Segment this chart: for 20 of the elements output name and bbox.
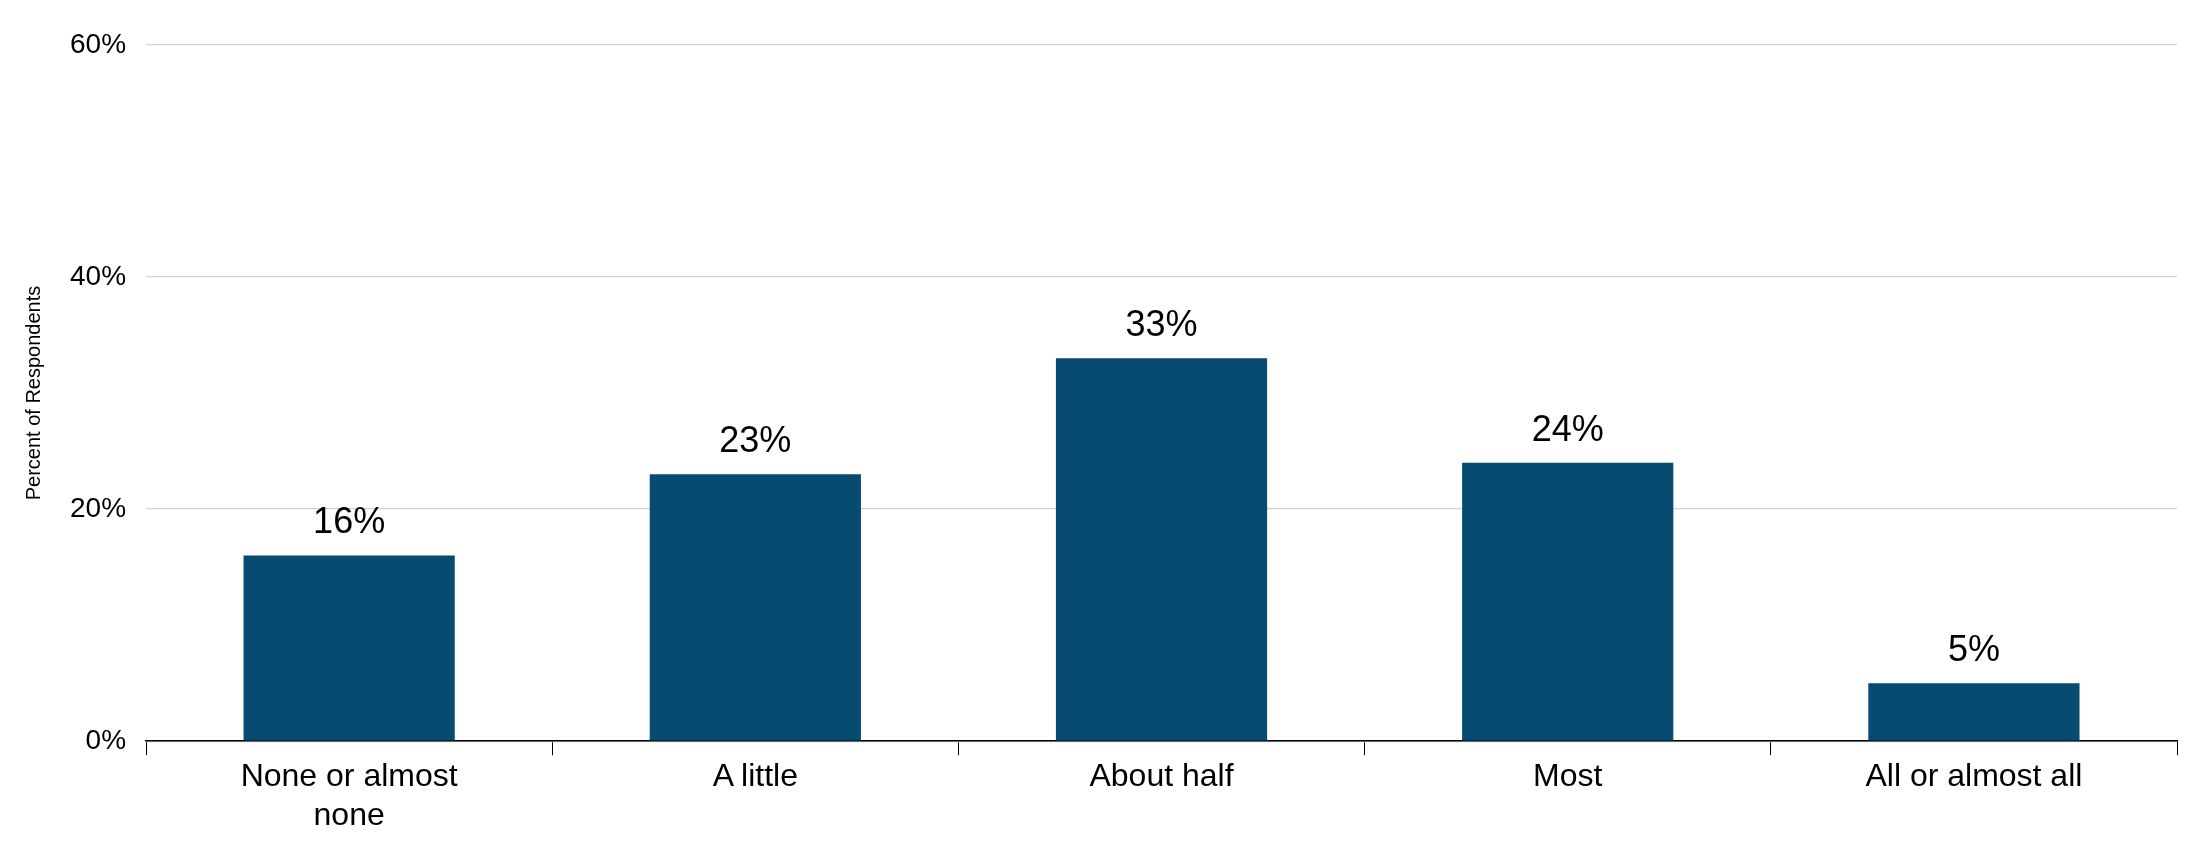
y-tick-label: 40% — [69, 259, 127, 291]
data-label: 5% — [1947, 628, 2000, 670]
data-label: 23% — [719, 419, 792, 461]
bar — [1868, 683, 2080, 741]
bar — [243, 555, 455, 741]
data-label: 24% — [1531, 407, 1604, 449]
x-tick-label: About half — [1089, 757, 1234, 794]
x-tick-label: All or almost all — [1865, 757, 2083, 794]
bar — [1055, 358, 1268, 741]
bar — [1462, 462, 1674, 741]
y-tick-label: 60% — [69, 27, 127, 59]
data-label: 16% — [313, 500, 386, 542]
x-tick-label: None or almost none — [240, 757, 458, 832]
y-tick-label: 20% — [69, 491, 127, 523]
y-axis-title: Percent of Respondents — [21, 285, 44, 501]
x-tick-label: Most — [1533, 757, 1603, 794]
bar — [649, 474, 861, 741]
y-tick-label: 0% — [85, 723, 127, 755]
data-label: 33% — [1125, 303, 1198, 345]
x-tick-label: A little — [712, 757, 799, 794]
